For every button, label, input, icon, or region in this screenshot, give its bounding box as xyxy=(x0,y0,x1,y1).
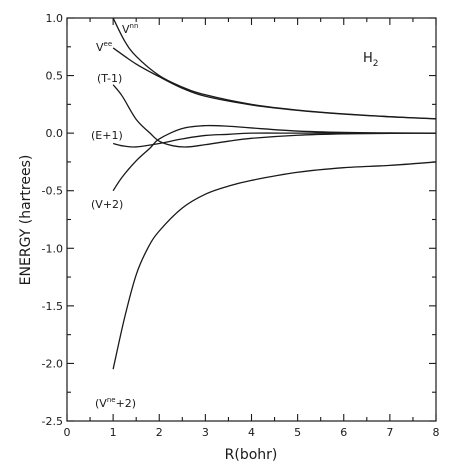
curve-vnn xyxy=(112,17,437,120)
molecule-label: H2 xyxy=(363,51,379,69)
y-tick-label: -2.5 xyxy=(42,415,63,428)
label-suffix: +2) xyxy=(116,397,137,410)
label-t-1: (T-1) xyxy=(97,72,122,85)
label-main: (V xyxy=(95,397,107,410)
label-vnn: Vnn xyxy=(122,22,138,36)
x-tick-label: 7 xyxy=(386,426,393,439)
y-axis-title: ENERGY (hartrees) xyxy=(18,155,34,286)
y-tick-label: 1.0 xyxy=(46,12,64,25)
curve-t-1 xyxy=(112,84,437,148)
label-superscript: ne xyxy=(107,396,116,404)
curve-vne-2 xyxy=(112,161,437,370)
plot-frame xyxy=(66,17,437,422)
y-tick-label: 0.0 xyxy=(46,127,64,140)
x-tick-label: 8 xyxy=(433,426,440,439)
curve-vee xyxy=(112,47,437,120)
x-tick-label: 4 xyxy=(248,426,255,439)
label-main: V xyxy=(96,41,104,54)
y-tick-label: -0.5 xyxy=(42,185,63,198)
x-tick-label: 5 xyxy=(294,426,301,439)
y-tick-label: -2.0 xyxy=(42,357,63,370)
x-tick-label: 6 xyxy=(340,426,347,439)
molecule-base: H xyxy=(363,51,373,66)
plot-area xyxy=(66,17,437,422)
label-superscript: nn xyxy=(130,22,139,30)
label-main: (E+1) xyxy=(91,129,123,142)
x-tick-label: 3 xyxy=(202,426,209,439)
label-superscript: ee xyxy=(104,40,113,48)
molecule-sub: 2 xyxy=(373,59,379,69)
label-vne-2: (Vne+2) xyxy=(95,396,136,410)
label-v-2: (V+2) xyxy=(91,198,123,211)
axis-ticks: 0 1 2 3 4 5 6 7 8 1.0 0.5 0.0 -0.5 -1.0 -1.5 -2.0 -2.5 xyxy=(42,12,440,439)
curves xyxy=(112,17,437,370)
curve-e-1 xyxy=(112,132,436,148)
label-e-1: (E+1) xyxy=(91,129,123,142)
label-main: (V+2) xyxy=(91,198,123,211)
curve-v-2 xyxy=(112,124,437,192)
y-tick-label: -1.5 xyxy=(42,300,63,313)
label-main: (T-1) xyxy=(97,72,122,85)
y-tick-label: -1.0 xyxy=(42,242,63,255)
label-main: V xyxy=(122,23,130,36)
x-tick-label: 2 xyxy=(156,426,163,439)
y-tick-label: 0.5 xyxy=(46,70,64,83)
label-vee: Vee xyxy=(96,40,112,54)
x-tick-label: 0 xyxy=(64,426,71,439)
x-axis-title: R(bohr) xyxy=(225,447,278,463)
x-tick-label: 1 xyxy=(110,426,117,439)
